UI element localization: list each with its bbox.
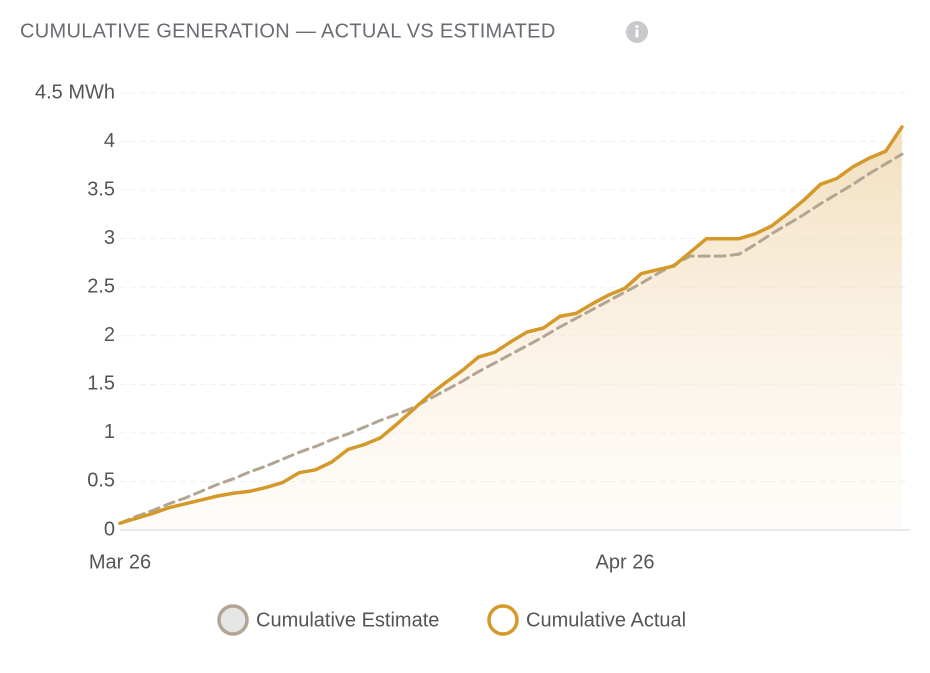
y-tick-label: 0.5: [87, 470, 115, 492]
y-tick-label: 1: [104, 421, 115, 443]
area: [120, 127, 902, 530]
line: [118, 152, 904, 525]
y-tick-label: 3.5: [87, 178, 115, 200]
legend-marker: [487, 604, 519, 636]
y-tick-label: 4: [104, 130, 115, 152]
info-icon[interactable]: [626, 21, 648, 43]
legend-label: Cumulative Actual: [526, 609, 686, 631]
legend-marker: [217, 604, 249, 636]
y-tick-label: 2: [104, 324, 115, 346]
y-tick-label: 0: [104, 518, 115, 540]
x-tick-label: Mar 26: [89, 551, 151, 573]
y-tick-label: 2.5: [87, 276, 115, 298]
x-tick-label: Apr 26: [596, 551, 655, 573]
line: [118, 125, 904, 525]
y-tick-label: 1.5: [87, 373, 115, 395]
chart-title: CUMULATIVE GENERATION — ACTUAL VS ESTIMA…: [20, 20, 556, 42]
y-tick-label: 3: [104, 227, 115, 249]
legend-label: Cumulative Estimate: [256, 609, 439, 631]
y-tick-label: 4.5 MWh: [35, 81, 115, 103]
